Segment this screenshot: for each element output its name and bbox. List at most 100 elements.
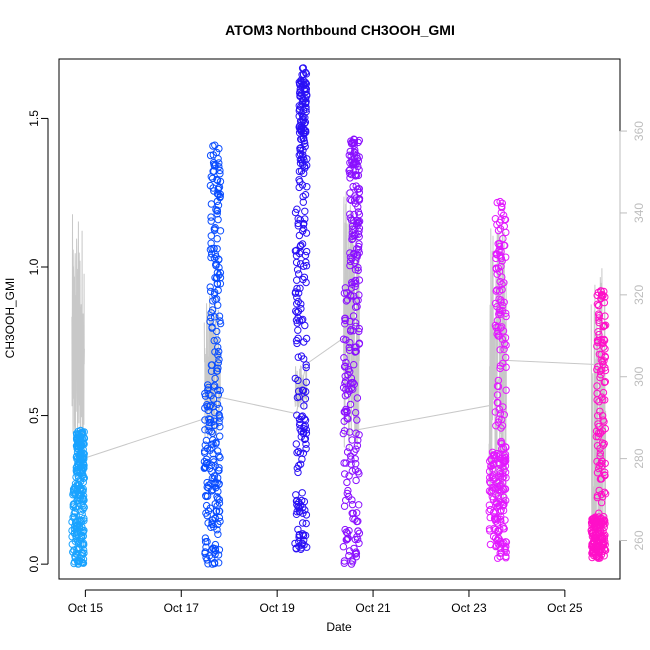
data-point (210, 548, 218, 556)
data-point (301, 207, 309, 216)
data-point (77, 439, 85, 448)
data-point (209, 297, 217, 305)
data-point (598, 439, 607, 447)
theta-lines (71, 191, 607, 540)
data-point (343, 478, 351, 487)
y-tick-label: 1.5 (27, 110, 41, 127)
data-point-max (496, 197, 504, 206)
data-point (498, 335, 507, 343)
data-point (353, 185, 362, 194)
data-point (203, 556, 211, 564)
data-point (342, 336, 350, 344)
data-point (486, 527, 494, 535)
data-point (73, 433, 81, 441)
data-point (206, 283, 214, 291)
data-point (202, 501, 211, 510)
data-point (500, 279, 508, 287)
data-point (347, 326, 355, 334)
data-point (296, 284, 304, 292)
data-point (346, 400, 355, 409)
data-point (211, 224, 219, 232)
y2-tick-label: 260 (632, 530, 646, 550)
data-point (346, 189, 354, 197)
data-point (80, 450, 88, 458)
y2-tick-label: 340 (632, 203, 646, 223)
data-point (210, 336, 218, 345)
data-point (346, 169, 354, 178)
data-point (495, 267, 504, 276)
data-point (207, 361, 216, 369)
data-point (75, 459, 84, 467)
data-point (295, 167, 304, 176)
data-point-min (208, 560, 217, 568)
y-tick-label: 0.5 (27, 407, 41, 424)
data-point (302, 440, 310, 448)
data-point (208, 429, 217, 437)
data-point (292, 252, 301, 260)
data-point (352, 347, 360, 356)
data-point (296, 88, 304, 96)
data-point (596, 452, 604, 460)
data-point (601, 459, 609, 468)
data-point (352, 476, 360, 485)
data-point (214, 391, 223, 399)
data-point (203, 401, 211, 409)
data-point (352, 460, 360, 468)
data-point (80, 461, 88, 470)
data-point (298, 98, 307, 106)
data-point (486, 540, 495, 549)
data-point (75, 544, 83, 553)
data-point (341, 284, 350, 292)
data-point (206, 504, 215, 512)
data-point (295, 393, 303, 401)
data-point (294, 314, 302, 322)
data-point (501, 516, 509, 524)
data-point (216, 319, 225, 328)
data-point (354, 218, 362, 226)
data-point (298, 489, 306, 497)
data-point-min (594, 554, 603, 562)
data-point (201, 416, 209, 424)
data-point (302, 98, 310, 106)
data-point-min (74, 560, 82, 568)
data-point (349, 515, 357, 523)
data-point (597, 294, 605, 303)
data-point (301, 251, 310, 260)
data-point (344, 385, 352, 393)
data-point (213, 235, 221, 243)
theta-series-line (71, 214, 85, 459)
data-point-max (597, 287, 605, 295)
data-point (499, 500, 507, 509)
data-point (300, 402, 308, 410)
data-point (293, 300, 301, 308)
data-point (203, 511, 211, 520)
data-point (351, 408, 360, 417)
x-tick-label: Oct 17 (164, 601, 200, 615)
data-point (593, 492, 602, 500)
data-point (599, 396, 607, 404)
data-point (494, 240, 502, 248)
data-point (499, 211, 508, 220)
data-point (298, 316, 306, 325)
data-point (498, 474, 507, 482)
data-point (601, 366, 610, 375)
data-point (299, 386, 308, 395)
data-point (500, 466, 508, 474)
data-point (213, 502, 222, 510)
data-point (297, 413, 306, 421)
data-point (346, 210, 354, 218)
data-point (498, 444, 506, 453)
data-point (299, 519, 307, 527)
data-point (300, 536, 308, 544)
data-point (295, 415, 304, 424)
data-point (496, 251, 504, 259)
data-point (203, 459, 211, 468)
data-point (486, 473, 494, 482)
data-point (489, 460, 498, 469)
data-point (499, 359, 507, 368)
data-point (501, 454, 510, 462)
data-point (209, 516, 217, 524)
data-point (595, 422, 603, 431)
data-point (352, 194, 360, 202)
